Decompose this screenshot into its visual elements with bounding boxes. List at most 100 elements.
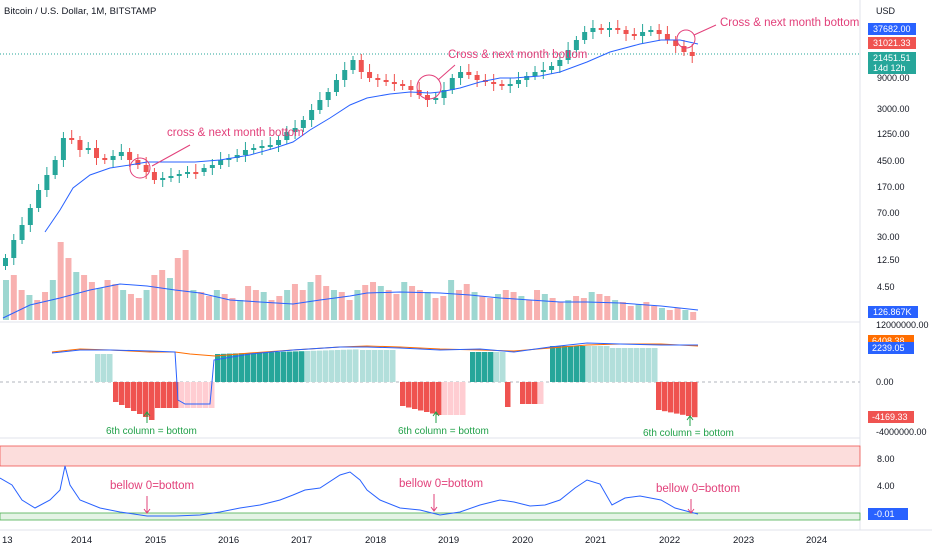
histogram-bar — [538, 382, 544, 404]
candle — [36, 184, 42, 212]
volume-bar — [104, 280, 111, 320]
histogram-bar — [251, 352, 257, 382]
volume-bar — [682, 310, 689, 320]
volume-bar — [385, 290, 392, 320]
histogram-bar — [488, 352, 494, 382]
histogram-bar — [185, 382, 191, 408]
annotation-arrow — [437, 64, 456, 81]
candle-body — [507, 84, 513, 86]
candle-body — [3, 258, 8, 266]
histogram-bar — [347, 349, 353, 382]
volume-bar — [81, 275, 88, 320]
candle — [383, 74, 389, 86]
candle — [201, 164, 207, 176]
candle — [631, 28, 637, 40]
volume-bar — [291, 284, 298, 320]
volume-bar — [502, 290, 509, 320]
candle — [102, 154, 108, 164]
histogram-bar — [372, 350, 378, 382]
candle-body — [689, 52, 695, 56]
candle — [44, 167, 50, 197]
price-tag-bg — [868, 37, 916, 49]
volume-bar — [260, 292, 267, 320]
candle — [524, 72, 530, 87]
hist-annotation: 6th column = bottom — [106, 411, 197, 437]
candle-body — [267, 145, 273, 147]
histogram-bar — [257, 352, 263, 382]
candle-body — [143, 165, 149, 172]
price-tag-label: 31021.33 — [873, 38, 911, 48]
price-axis: 9000.00 3000.00 1250.00 450.00 170.00 70.00 30… — [868, 23, 929, 520]
histogram-bar — [476, 352, 482, 382]
volume-bar — [658, 308, 665, 320]
time-tick-label: 2020 — [512, 535, 533, 546]
volume-bar — [401, 282, 408, 320]
osc-annotation: bellow 0=bottom — [110, 480, 194, 514]
candle-body — [300, 120, 306, 128]
osc-tag-label: -0.01 — [874, 509, 895, 519]
oscillator-line — [0, 465, 699, 517]
candle — [151, 168, 157, 184]
candle-body — [391, 82, 397, 84]
histogram-bar — [113, 382, 119, 402]
candle-body — [532, 72, 538, 76]
volume-bar — [651, 306, 658, 320]
candle — [259, 140, 265, 155]
volume-bar — [416, 290, 423, 320]
candle — [606, 22, 612, 37]
histogram-bar — [436, 382, 442, 415]
time-tick-label: 2014 — [71, 535, 92, 546]
candle — [85, 142, 91, 154]
volume-bar — [323, 286, 330, 320]
volume-bar — [627, 306, 634, 320]
histogram-bar — [353, 349, 359, 382]
annotation-label: 6th column = bottom — [398, 426, 489, 437]
candle — [251, 144, 257, 154]
candle-body — [557, 60, 563, 66]
time-tick-label: 2017 — [291, 535, 312, 546]
candle — [391, 74, 397, 91]
price-tick-label: 12.50 — [877, 255, 900, 265]
histogram-bar — [430, 382, 436, 414]
candle-body — [673, 40, 679, 46]
histogram-bar — [155, 382, 161, 408]
histogram-bar — [360, 350, 366, 382]
candle — [342, 62, 348, 87]
price-tick-label: 3000.00 — [877, 104, 910, 114]
candle-body — [540, 70, 546, 72]
candle-body — [209, 165, 215, 168]
histogram-bar — [203, 382, 209, 408]
candle-body — [27, 208, 33, 225]
candle — [466, 64, 472, 79]
candle-body — [11, 240, 17, 258]
histogram-bar — [107, 354, 113, 382]
histogram-bar — [263, 352, 269, 382]
candle — [408, 80, 414, 97]
candle — [590, 20, 596, 39]
osc-tick-label: 4.00 — [877, 481, 895, 491]
candle — [325, 88, 331, 107]
candle — [441, 82, 447, 105]
histogram-bar — [197, 382, 203, 408]
candle — [77, 136, 83, 157]
volume-bar — [580, 298, 587, 320]
price-tag: 31021.33 — [868, 37, 916, 49]
volume-bars — [2, 242, 699, 320]
price-tick-label: 9000.00 — [877, 73, 910, 83]
volume-bar — [518, 296, 525, 320]
moving-average-line — [44, 39, 699, 233]
time-tick-label: 2019 — [438, 535, 459, 546]
time-tick-label: 2022 — [659, 535, 680, 546]
volume-bar — [690, 312, 697, 320]
candle-body — [118, 152, 124, 156]
candle — [226, 154, 232, 167]
histogram-bar — [622, 348, 628, 382]
hist-tag-bg — [868, 342, 914, 354]
volume-bar — [159, 270, 166, 320]
histogram-bar — [137, 382, 143, 414]
candle-body — [201, 168, 207, 172]
histogram-bar — [494, 352, 500, 382]
volume-bar — [573, 296, 580, 320]
upper-band — [0, 445, 861, 467]
